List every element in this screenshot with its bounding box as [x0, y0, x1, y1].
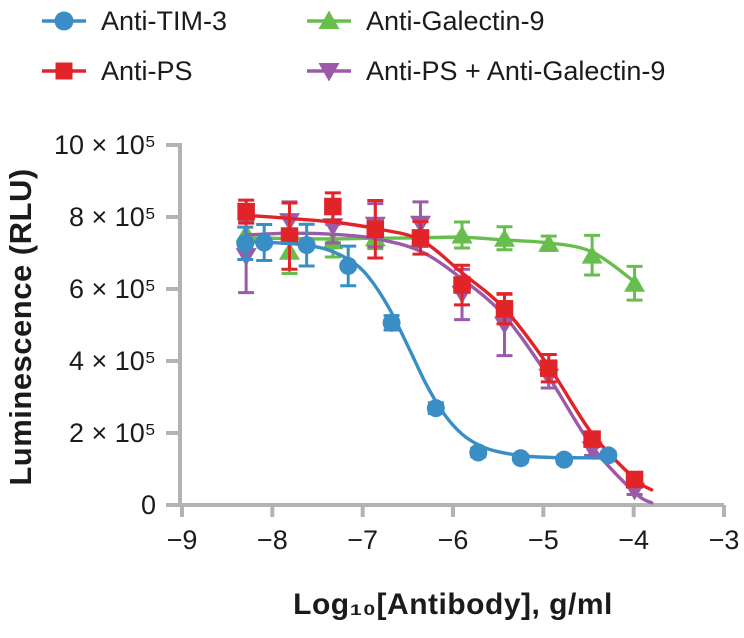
- y-tick-label: 6 × 10⁵: [68, 274, 156, 304]
- x-tick-label: −3: [708, 525, 740, 555]
- legend-label-anti-ps-anti-galectin-9: Anti-PS + Anti-Galectin-9: [366, 56, 666, 86]
- legend-entry-anti-galectin-9: Anti-Galectin-9: [305, 6, 545, 36]
- legend-entry-anti-ps: Anti-PS: [40, 56, 193, 86]
- y-tick-label: 10 × 10⁵: [53, 130, 156, 160]
- circle-marker-icon: [42, 11, 86, 31]
- x-tick-label: −9: [166, 525, 198, 555]
- triangle-down-marker-icon: [307, 63, 351, 82]
- x-tick-label: −8: [256, 525, 288, 555]
- legend-entry-anti-ps-anti-galectin-9: Anti-PS + Anti-Galectin-9: [305, 56, 665, 86]
- x-tick-label: −6: [437, 525, 469, 555]
- y-tick-label: 4 × 10⁵: [68, 346, 156, 376]
- triangle-up-marker-icon: [307, 10, 351, 29]
- x-tick-label: −7: [347, 525, 379, 555]
- x-tick-label: −4: [618, 525, 650, 555]
- legend-label-anti-galectin-9: Anti-Galectin-9: [366, 6, 545, 36]
- y-tick-label: 0: [140, 490, 156, 520]
- y-tick-label: 8 × 10⁵: [68, 202, 156, 232]
- legend-label-anti-tim-3: Anti-TIM-3: [101, 6, 228, 36]
- legend-label-anti-ps: Anti-PS: [101, 56, 193, 86]
- legend-entry-anti-tim-3: Anti-TIM-3: [40, 6, 227, 36]
- x-tick-label: −5: [527, 525, 559, 555]
- square-marker-icon: [42, 62, 86, 80]
- x-axis-title: Log₁₀[Antibody], g/ml: [293, 588, 613, 621]
- y-tick-label: 2 × 10⁵: [68, 418, 156, 448]
